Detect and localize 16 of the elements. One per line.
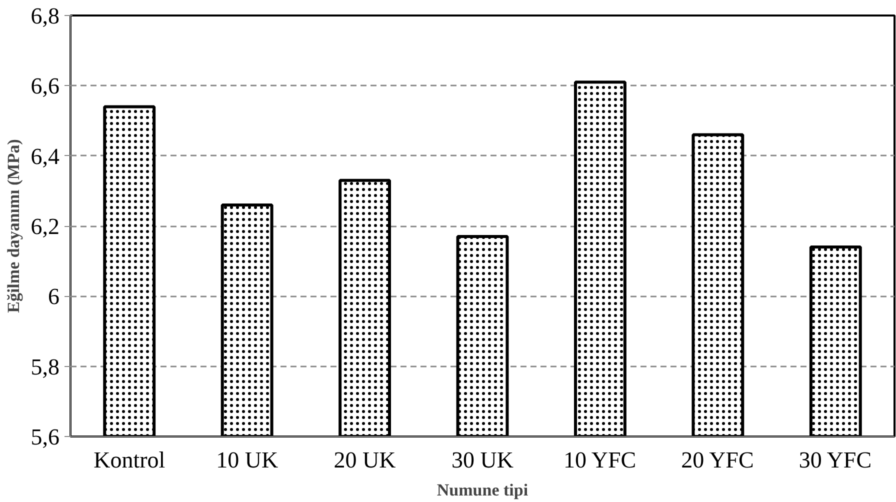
y-tick-label: 6,4 [30,144,60,169]
x-tick-label: 10 YFC [563,448,636,472]
x-tick-label: 30 UK [452,448,514,472]
y-axis-title: Eğilme dayanımı (MPa) [4,139,23,313]
x-axis-title: Numune tipi [436,480,528,500]
x-tick-label: 30 YFC [798,448,872,472]
x-tick-label: 20 UK [334,448,396,472]
y-tick-label: 5,6 [30,424,60,450]
y-tick-label: 6,6 [30,74,60,99]
x-tick-label: 10 UK [216,448,278,472]
y-tick-label: 6 [48,284,60,310]
x-tick-label: 20 YFC [681,448,754,472]
y-tick-label: 5,8 [30,354,60,380]
y-tick-label: 6,2 [30,214,60,239]
x-tick-label: Kontrol [94,448,166,472]
y-tick-label: 6,8 [30,4,60,28]
